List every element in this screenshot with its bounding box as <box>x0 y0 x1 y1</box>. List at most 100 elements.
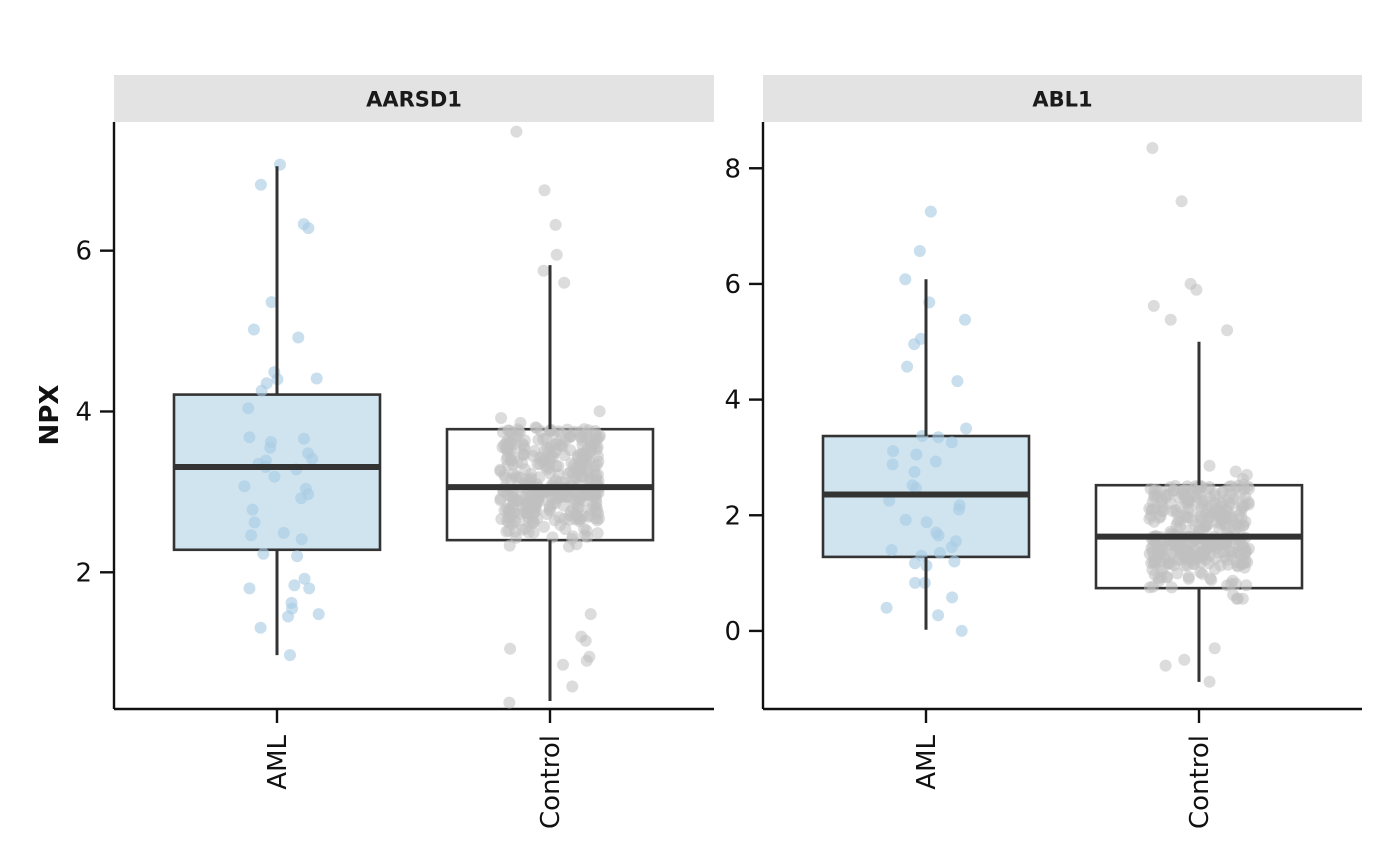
box-aml <box>172 393 382 552</box>
data-point <box>277 526 290 539</box>
data-point <box>288 579 301 592</box>
data-point <box>880 601 893 614</box>
data-point <box>555 438 567 451</box>
data-point <box>298 572 311 585</box>
data-point <box>1182 572 1195 585</box>
data-point <box>504 642 517 655</box>
data-point <box>297 218 310 231</box>
y-axis-title: NPX <box>35 385 65 446</box>
data-point <box>913 245 926 257</box>
data-point <box>265 436 277 448</box>
data-point <box>495 412 508 424</box>
data-point <box>584 608 597 621</box>
data-point <box>519 463 532 476</box>
data-point <box>1224 545 1237 558</box>
data-point <box>503 696 516 709</box>
panel-title: AARSD1 <box>366 88 462 112</box>
data-point <box>906 479 919 492</box>
data-point <box>259 454 272 467</box>
data-point <box>1175 195 1188 208</box>
data-point <box>1164 557 1177 570</box>
data-point <box>1240 579 1253 592</box>
data-point <box>254 178 267 191</box>
data-point <box>543 504 556 517</box>
data-point <box>1147 299 1160 312</box>
data-point <box>499 442 512 455</box>
data-point <box>583 650 596 663</box>
data-point <box>310 372 323 385</box>
data-point <box>544 424 557 437</box>
data-point <box>1178 491 1191 504</box>
panel-strip <box>763 75 1362 122</box>
y-tick-label: 2 <box>724 501 741 531</box>
data-point <box>537 264 550 277</box>
data-point <box>591 527 604 540</box>
data-point <box>1225 480 1238 493</box>
data-point <box>1143 512 1156 525</box>
data-point <box>265 296 278 309</box>
data-point <box>245 529 258 542</box>
data-point <box>960 422 973 435</box>
data-point <box>1229 465 1242 478</box>
data-point <box>932 609 945 622</box>
data-point <box>292 331 305 344</box>
data-point <box>557 658 569 671</box>
data-point <box>566 532 579 545</box>
data-point <box>1166 547 1179 560</box>
data-point <box>910 448 923 461</box>
data-point <box>558 276 571 289</box>
data-point <box>550 248 563 261</box>
data-point <box>291 550 304 563</box>
data-point <box>303 582 316 595</box>
data-point <box>592 474 605 487</box>
data-point <box>929 455 942 468</box>
data-point <box>1164 313 1177 326</box>
data-point <box>246 503 259 516</box>
y-tick-label: 4 <box>724 386 741 416</box>
data-point <box>575 630 588 643</box>
data-point <box>513 494 525 507</box>
x-tick-label: AML <box>912 735 942 790</box>
data-point <box>538 520 550 533</box>
data-point <box>908 465 921 478</box>
panel-title: ABL1 <box>1032 88 1092 112</box>
data-point <box>503 424 515 437</box>
data-point <box>561 423 574 436</box>
data-point <box>494 463 507 476</box>
data-point <box>1227 514 1240 527</box>
data-point <box>574 447 587 460</box>
data-point <box>503 539 516 552</box>
y-tick-label: 2 <box>75 558 92 588</box>
data-point <box>563 513 576 526</box>
data-point <box>509 438 522 451</box>
data-point <box>584 446 596 459</box>
data-point <box>1154 542 1167 555</box>
data-point <box>268 470 281 483</box>
data-point <box>955 624 968 637</box>
data-point <box>951 375 964 388</box>
data-point <box>516 448 529 461</box>
data-point <box>1203 675 1216 688</box>
data-point <box>1221 324 1234 337</box>
data-point <box>1208 642 1221 655</box>
data-point <box>1178 559 1191 572</box>
data-point <box>883 494 896 507</box>
data-point <box>593 405 606 418</box>
y-tick-label: 6 <box>724 270 741 300</box>
x-tick-label: Control <box>1185 735 1215 829</box>
data-point <box>1189 519 1202 532</box>
data-point <box>554 519 567 531</box>
data-point <box>932 431 945 444</box>
data-point <box>933 546 946 559</box>
data-point <box>1222 558 1234 571</box>
data-point <box>1237 519 1250 532</box>
y-tick-label: 4 <box>75 397 92 427</box>
data-point <box>552 460 565 472</box>
points-aml <box>880 205 973 637</box>
data-point <box>297 432 310 445</box>
data-point <box>924 205 937 218</box>
data-point <box>248 516 261 529</box>
x-tick-label: AML <box>263 735 293 790</box>
data-point <box>1184 277 1197 290</box>
